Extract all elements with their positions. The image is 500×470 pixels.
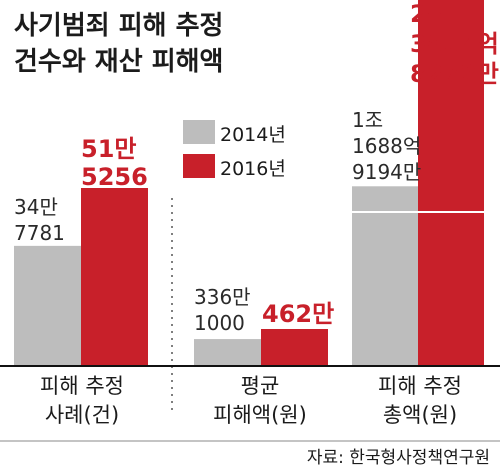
value-label-group2-2016년-line1: 462만 xyxy=(262,300,334,328)
bar-group2-2016년 xyxy=(261,329,328,366)
value-label-group1-2014년-line2: 7781 xyxy=(14,221,65,245)
category-label-3-line-2: 총액(원) xyxy=(383,403,457,427)
value-label-group3-2016년-line1: 2조 xyxy=(410,0,449,28)
bar-group1-2014년 xyxy=(14,245,81,366)
title-line-1: 사기범죄 피해 추정 xyxy=(14,11,223,41)
bar-group2-2014년 xyxy=(194,339,261,366)
value-label-group3-2016년-line3: 8272만 xyxy=(410,60,499,88)
legend-label-2014: 2014년 xyxy=(220,124,286,146)
category-label-1-line-1: 피해 추정 xyxy=(40,374,124,398)
value-label-group3-2014년-line3: 9194만 xyxy=(352,160,421,184)
legend-swatch-2016 xyxy=(183,154,215,178)
category-labels: 피해 추정 사례(건) 평균 피해액(원) 피해 추정 총액(원) xyxy=(40,374,462,427)
chart-title: 사기범죄 피해 추정 건수와 재산 피해액 xyxy=(14,11,223,77)
legend: 2014년 2016년 xyxy=(183,120,286,180)
title-line-2: 건수와 재산 피해액 xyxy=(14,47,223,77)
value-label-group3-2014년-line1: 1조 xyxy=(352,108,383,132)
legend-label-2016: 2016년 xyxy=(220,158,286,180)
value-label-group3-2014년-line2: 1688억 xyxy=(352,134,421,158)
category-label-2-line-1: 평균 xyxy=(241,374,280,398)
category-label-3-line-1: 피해 추정 xyxy=(378,374,462,398)
bar-group3-2016년 xyxy=(418,0,484,366)
bars-layer xyxy=(14,0,484,366)
source-note: 자료: 한국형사정책연구원 xyxy=(307,448,490,468)
value-label-group2-2014년-line2: 1000 xyxy=(194,311,245,335)
category-label-1-line-2: 사례(건) xyxy=(45,403,119,427)
value-label-group2-2014년-line1: 336만 xyxy=(194,285,251,309)
value-label-group1-2016년-line2: 5256 xyxy=(81,163,148,191)
value-label-group1-2014년-line1: 34만 xyxy=(14,195,58,219)
value-label-group3-2016년-line2: 3804억 xyxy=(410,30,499,58)
bar-group3-2014년 xyxy=(352,186,418,366)
category-label-2-line-2: 피해액(원) xyxy=(213,403,307,427)
bar-group1-2016년 xyxy=(81,188,148,366)
value-label-group1-2016년-line1: 51만 xyxy=(81,135,136,163)
legend-swatch-2014 xyxy=(183,120,215,144)
